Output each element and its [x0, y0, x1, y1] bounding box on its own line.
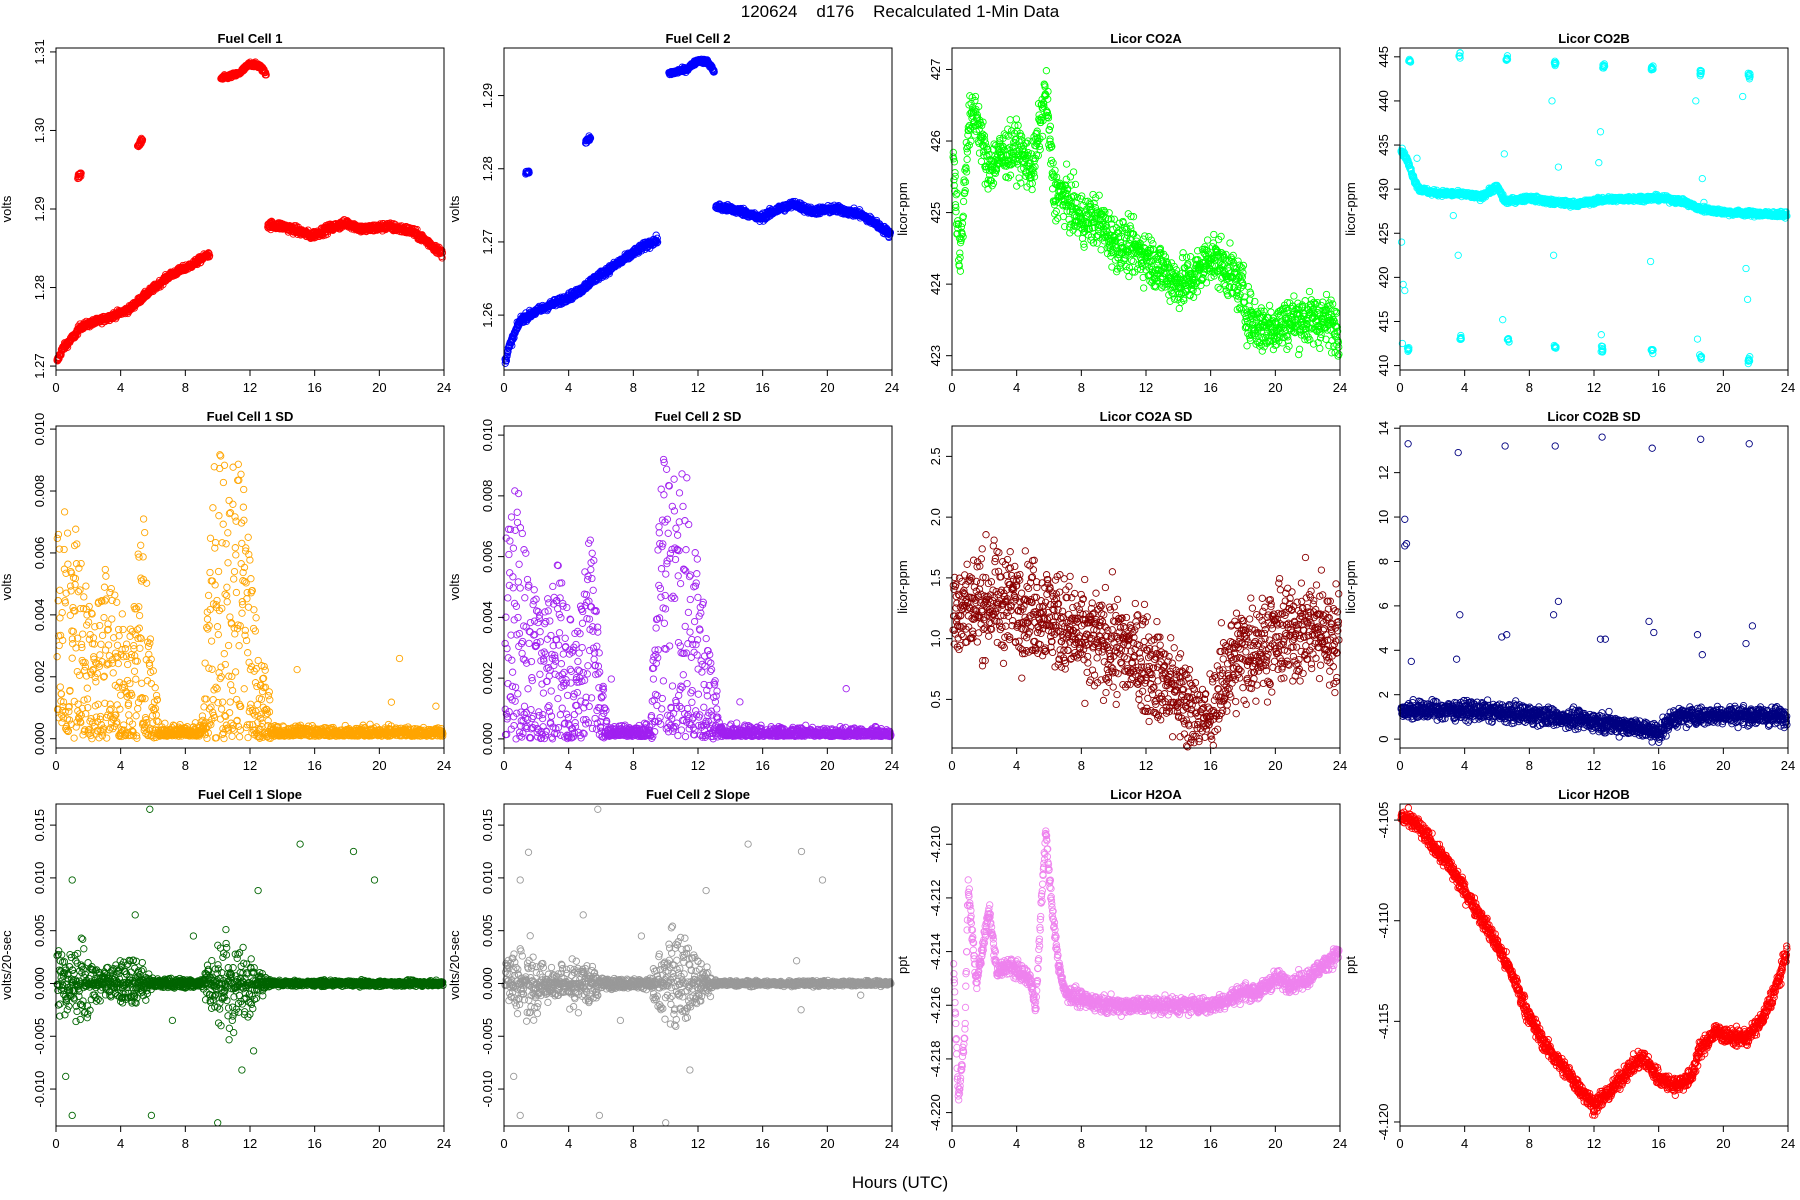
- y-tick-label: 426: [928, 130, 943, 152]
- x-tick-label: 8: [630, 380, 637, 395]
- y-tick-label: 427: [928, 59, 943, 81]
- data-point: [1069, 168, 1078, 176]
- y-tick-label: 1.29: [32, 196, 47, 221]
- figure-title: 120624 d176 Recalculated 1-Min Data: [740, 2, 1060, 21]
- y-axis: 1.27 1.28 1.29 1.30 1.31: [32, 39, 56, 379]
- y-tick-label: 423: [928, 345, 943, 367]
- data-point: [1214, 283, 1222, 292]
- data-point: [963, 155, 971, 164]
- data-point: [1193, 288, 1202, 296]
- data-point: [1322, 290, 1331, 299]
- data-point: [952, 208, 960, 216]
- data-points: [1397, 49, 1791, 368]
- x-tick-label: 12: [243, 380, 257, 395]
- data-point: [1140, 284, 1148, 292]
- data-points: [501, 55, 895, 367]
- x-tick-label: 0: [52, 380, 59, 395]
- data-point: [77, 169, 85, 177]
- y-tick-label: 1.26: [480, 302, 495, 327]
- y-tick-label: 425: [928, 202, 943, 224]
- y-axis: 1.26 1.27 1.28 1.29: [480, 83, 504, 328]
- data-point: [1071, 180, 1080, 189]
- x-tick-label: 24: [1333, 380, 1347, 395]
- y-tick-label: 1.30: [32, 118, 47, 143]
- x-tick-label: 12: [1139, 380, 1153, 395]
- data-point: [138, 136, 147, 144]
- data-point: [1078, 234, 1087, 243]
- y-axis-label: licor-ppm: [895, 182, 910, 235]
- data-point: [1105, 209, 1113, 217]
- y-tick-label: 1.27: [32, 353, 47, 378]
- data-point: [1012, 115, 1021, 123]
- y-tick-label: 424: [928, 273, 943, 295]
- panel-title: Fuel Cell 2: [665, 31, 730, 46]
- y-tick-label: 1.29: [480, 83, 495, 108]
- data-point: [1004, 125, 1012, 133]
- x-tick-label: 20: [1268, 380, 1282, 395]
- x-tick-label: 16: [755, 380, 769, 395]
- data-point: [1175, 304, 1183, 313]
- x-tick-label: 20: [820, 380, 834, 395]
- x-tick-label: 20: [372, 380, 386, 395]
- panel-title: Fuel Cell 1: [217, 31, 282, 46]
- x-tick-label: 0: [948, 380, 955, 395]
- data-point: [1305, 287, 1314, 296]
- data-points: [949, 67, 1343, 360]
- y-tick-label: 1.28: [480, 156, 495, 181]
- x-tick-label: 8: [1078, 380, 1085, 395]
- y-tick-label: 1.27: [480, 229, 495, 254]
- data-point: [1265, 301, 1274, 310]
- y-axis-label: licor-ppm: [1343, 182, 1358, 235]
- data-point: [1006, 116, 1014, 124]
- y-axis-label: volts: [0, 195, 14, 222]
- data-point: [1042, 67, 1051, 75]
- x-tick-label: 16: [307, 380, 321, 395]
- x-tick-label: 24: [437, 380, 451, 395]
- data-point: [1125, 272, 1133, 281]
- data-point: [967, 137, 975, 145]
- data-point: [1316, 344, 1324, 353]
- data-point: [156, 283, 165, 291]
- data-point: [949, 148, 957, 157]
- x-axis: 0 4 8 12 16 20 24: [948, 370, 1347, 395]
- data-points: [53, 58, 447, 365]
- panel-title: Licor CO2B: [1558, 31, 1630, 46]
- y-tick-label: 1.31: [32, 39, 47, 64]
- x-tick-label: 8: [182, 380, 189, 395]
- x-tick-label: 4: [565, 380, 572, 395]
- data-point: [77, 172, 85, 180]
- data-point: [1028, 185, 1036, 194]
- data-point: [1267, 308, 1275, 316]
- data-point: [205, 252, 214, 260]
- x-axis: 0 4 8 12 16 20 24: [52, 370, 451, 395]
- data-point: [1226, 239, 1234, 247]
- x-tick-label: 24: [885, 380, 899, 395]
- y-axis: 423 424 425 426 427: [928, 59, 952, 367]
- panel-title: Licor CO2A: [1110, 31, 1182, 46]
- x-axis: 0 4 8 12 16 20 24: [500, 370, 899, 395]
- data-point: [1179, 249, 1187, 257]
- x-tick-label: 12: [691, 380, 705, 395]
- y-axis-label: volts: [447, 195, 462, 222]
- x-tick-label: 16: [1203, 380, 1217, 395]
- data-point: [959, 197, 968, 206]
- x-tick-label: 4: [117, 380, 124, 395]
- x-tick-label: 0: [500, 380, 507, 395]
- data-point: [1097, 246, 1105, 254]
- data-point: [1062, 160, 1071, 168]
- data-point: [1210, 230, 1218, 239]
- x-tick-label: 4: [1013, 380, 1020, 395]
- data-point: [1290, 292, 1298, 300]
- y-tick-label: 1.28: [32, 275, 47, 300]
- data-point: [76, 170, 85, 178]
